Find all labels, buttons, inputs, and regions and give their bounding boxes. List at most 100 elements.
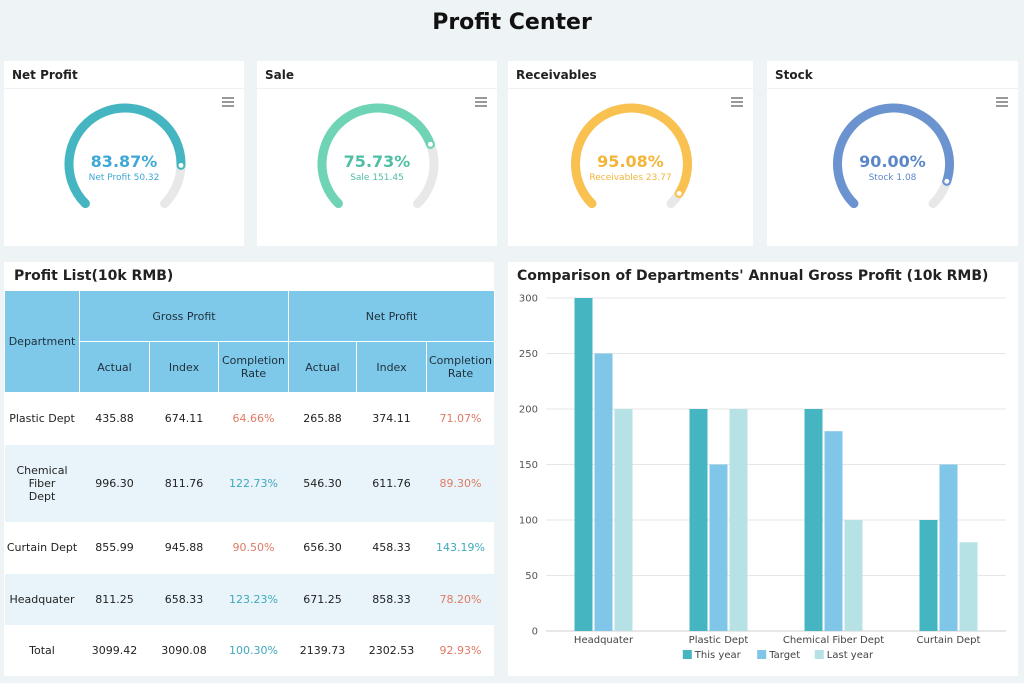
- x-tick-label: Headquater: [574, 635, 634, 646]
- cell-gp-index: 3090.08: [161, 643, 207, 657]
- cell-np-actual: 671.25: [288, 573, 357, 625]
- cell-gp-index: 945.88: [164, 541, 204, 554]
- receivables-gauge: [571, 103, 692, 209]
- cell-np-actual: 265.88: [303, 412, 342, 426]
- legend-swatch: [757, 650, 767, 659]
- header-gp-actual: Actual: [79, 341, 150, 393]
- gross-profit-bar-chart: 0 50 100 150 200 250 300 Headquater Plastic Dept…: [519, 294, 1006, 661]
- page-title: Profit Center: [432, 10, 592, 35]
- cell-gp-rate: 90.50%: [232, 541, 275, 554]
- header-np-completion-rate: Completion Rate: [426, 341, 496, 393]
- sale-card: Sale 75.73% Sale 151.45: [257, 61, 497, 246]
- header-np-index: Index: [356, 341, 428, 393]
- gauge-subtitle: Sale 151.45: [350, 173, 404, 183]
- y-tick-label: 50: [525, 571, 538, 582]
- cell-gp-rate: 64.66%: [232, 412, 275, 426]
- cell-np-rate: 78.20%: [426, 573, 495, 625]
- bar-target: [824, 431, 843, 631]
- cell-np-actual: 546.30: [288, 444, 357, 522]
- x-tick-label: Plastic Dept: [689, 635, 749, 646]
- cell-np-index: 2302.53: [368, 643, 415, 657]
- menu-icon[interactable]: [731, 97, 743, 107]
- gauge-percent: 83.87%: [90, 152, 158, 171]
- y-tick-label: 0: [532, 627, 538, 638]
- cell-np-index: 611.76: [356, 444, 427, 522]
- net-profit-gauge: [64, 103, 186, 209]
- header-np-actual: Actual: [288, 341, 358, 393]
- menu-icon[interactable]: [222, 97, 234, 107]
- cell-gp-rate: 100.30%: [229, 643, 278, 657]
- gauge-value-arc: [64, 103, 186, 209]
- bar-last-year: [729, 409, 748, 631]
- y-tick-label: 250: [519, 349, 538, 360]
- bar-this-year: [919, 520, 938, 631]
- menu-icon[interactable]: [475, 97, 487, 107]
- net-profit-card: Net Profit 83.87% Net Profit 50.32: [4, 61, 244, 246]
- gauge-value-arc: [833, 103, 954, 209]
- cell-gp-index: 811.76: [149, 444, 219, 522]
- bar-target: [594, 353, 613, 631]
- cell-department: Chemical Fiber Dept: [4, 444, 80, 522]
- cell-department: Curtain Dept: [6, 541, 78, 554]
- gauge-value-arc: [317, 103, 435, 209]
- profit-table: Department Gross Profit Net Profit Actua…: [4, 290, 496, 676]
- gauge-percent: 90.00%: [859, 152, 926, 171]
- gauge-percent: 75.73%: [343, 152, 411, 171]
- cell-np-rate: 89.30%: [426, 444, 495, 522]
- table-row: Chemical Fiber Dept 996.30 811.76 122.73…: [4, 444, 495, 522]
- cell-np-rate: 71.07%: [439, 412, 482, 426]
- menu-icon[interactable]: [996, 97, 1008, 107]
- gauge-value-arc: [571, 103, 692, 209]
- header-gp-index: Index: [149, 341, 219, 393]
- cell-gp-index: 674.11: [164, 412, 204, 426]
- gauge-end-marker: [177, 161, 185, 170]
- bar-this-year: [804, 409, 823, 631]
- header-gross-profit: Gross Profit: [78, 290, 290, 342]
- legend-swatch: [814, 650, 824, 659]
- chart-title: Comparison of Departments' Annual Gross …: [517, 268, 989, 284]
- receivables-card: Receivables 95.08% Receivables 23.77: [508, 61, 753, 246]
- cell-gp-actual: 996.30: [79, 444, 150, 522]
- cell-np-index: 374.11: [372, 412, 411, 426]
- header-gp-completion-rate: Completion Rate: [217, 341, 290, 393]
- cell-department: Plastic Dept: [9, 412, 75, 426]
- cell-gp-index: 658.33: [149, 573, 219, 625]
- cell-department: Total: [29, 643, 55, 657]
- header-net-profit: Net Profit: [288, 290, 496, 342]
- gauge-end-marker: [426, 140, 435, 149]
- gauge-end-marker: [942, 177, 951, 186]
- gauge-percent: 95.08%: [597, 152, 664, 171]
- legend-label: Last year: [827, 650, 874, 661]
- x-tick-label: Chemical Fiber Dept: [783, 635, 884, 646]
- y-tick-label: 100: [519, 516, 538, 527]
- legend-label: This year: [694, 650, 742, 661]
- cell-np-rate: 92.93%: [439, 643, 482, 657]
- gauge-subtitle: Receivables 23.77: [589, 173, 672, 183]
- cell-np-actual: 2139.73: [299, 643, 346, 657]
- stock-gauge: [833, 103, 954, 209]
- cell-gp-actual: 3099.42: [91, 643, 138, 657]
- cell-gp-actual: 435.88: [95, 412, 134, 426]
- bar-last-year: [614, 409, 633, 631]
- table-row: Plastic Dept 435.88 674.11 64.66% 265.88…: [5, 393, 495, 445]
- cell-gp-actual: 811.25: [79, 573, 150, 625]
- card-divider: [257, 88, 497, 89]
- y-tick-label: 200: [519, 405, 538, 416]
- bar-last-year: [844, 520, 863, 631]
- sale-gauge: [317, 103, 439, 209]
- legend-swatch: [682, 650, 692, 659]
- gauge-subtitle: Net Profit 50.32: [88, 173, 160, 183]
- table-row: Total 3099.42 3090.08 100.30% 2139.73 23…: [5, 625, 495, 676]
- bar-this-year: [689, 409, 708, 631]
- card-title: Stock: [775, 68, 813, 82]
- bar-target: [939, 464, 958, 631]
- header-department: Department: [4, 290, 80, 393]
- bar-last-year: [959, 542, 978, 631]
- cell-gp-rate: 122.73%: [218, 444, 289, 522]
- card-divider: [4, 88, 244, 89]
- card-divider: [767, 88, 1018, 89]
- cell-np-rate: 143.19%: [436, 541, 485, 554]
- cell-gp-actual: 855.99: [95, 541, 134, 554]
- card-divider: [508, 88, 753, 89]
- cell-np-index: 858.33: [356, 573, 427, 625]
